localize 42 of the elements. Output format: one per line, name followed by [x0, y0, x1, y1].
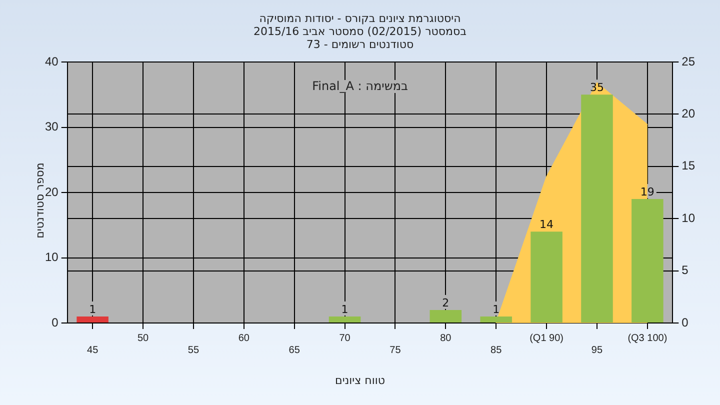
- x-tick-label: 45: [87, 344, 99, 356]
- data-label: 2: [442, 296, 450, 310]
- x-tick-label: 70: [339, 332, 351, 344]
- x-tick-label: 60: [238, 332, 250, 344]
- y-axis-title: מספר סטודנטים: [34, 162, 46, 240]
- data-label: 1: [89, 302, 96, 316]
- x-tick-label: 55: [188, 344, 200, 356]
- chart-subtitle: בסמסטר (02/2015) סמסטר אביב 2015/16 סטודנטים רשומים - 73: [252, 25, 468, 51]
- y2-tick-label: 10: [682, 210, 696, 225]
- y-tick-label: 30: [44, 120, 59, 134]
- y2-tick-label: 15: [682, 158, 696, 173]
- y-tick-label: 10: [44, 250, 59, 264]
- bar: [581, 94, 613, 322]
- annotation: במשימה : Final_A: [308, 79, 412, 93]
- x-tick-label: (Q1 90): [530, 332, 564, 344]
- data-label: 1: [492, 302, 500, 316]
- x-tick-label: 80: [440, 332, 452, 344]
- bar: [530, 232, 562, 322]
- y2-tick-label: 0: [682, 315, 689, 330]
- x-tick-label: (Q3 100): [628, 332, 668, 344]
- x-tick-label: 50: [137, 332, 150, 344]
- bar: [480, 316, 512, 322]
- data-label: 35: [590, 80, 604, 94]
- x-tick-label: 75: [390, 344, 402, 356]
- x-tick-label: 85: [490, 344, 502, 356]
- data-label: 19: [640, 185, 654, 198]
- y2-tick-label: 5: [682, 263, 689, 278]
- chart-title: היסטוגרמת ציונים בקורס - יסודות המוסיקה: [258, 12, 462, 25]
- bar: [632, 199, 664, 322]
- y-tick-label: 20: [44, 184, 59, 199]
- y2-tick-label: 20: [682, 106, 696, 121]
- data-label: 1: [341, 302, 348, 316]
- x-axis-title: טווח ציונים: [334, 374, 386, 387]
- x-tick-label: 95: [591, 344, 603, 356]
- y-tick-label: 40: [44, 54, 59, 68]
- x-tick-label: 65: [288, 344, 300, 356]
- data-label: 14: [540, 218, 554, 232]
- y2-tick-label: 25: [682, 54, 696, 68]
- bar: [76, 316, 108, 322]
- bar: [430, 310, 462, 322]
- y-tick-label: 0: [52, 315, 59, 330]
- bar: [328, 316, 361, 322]
